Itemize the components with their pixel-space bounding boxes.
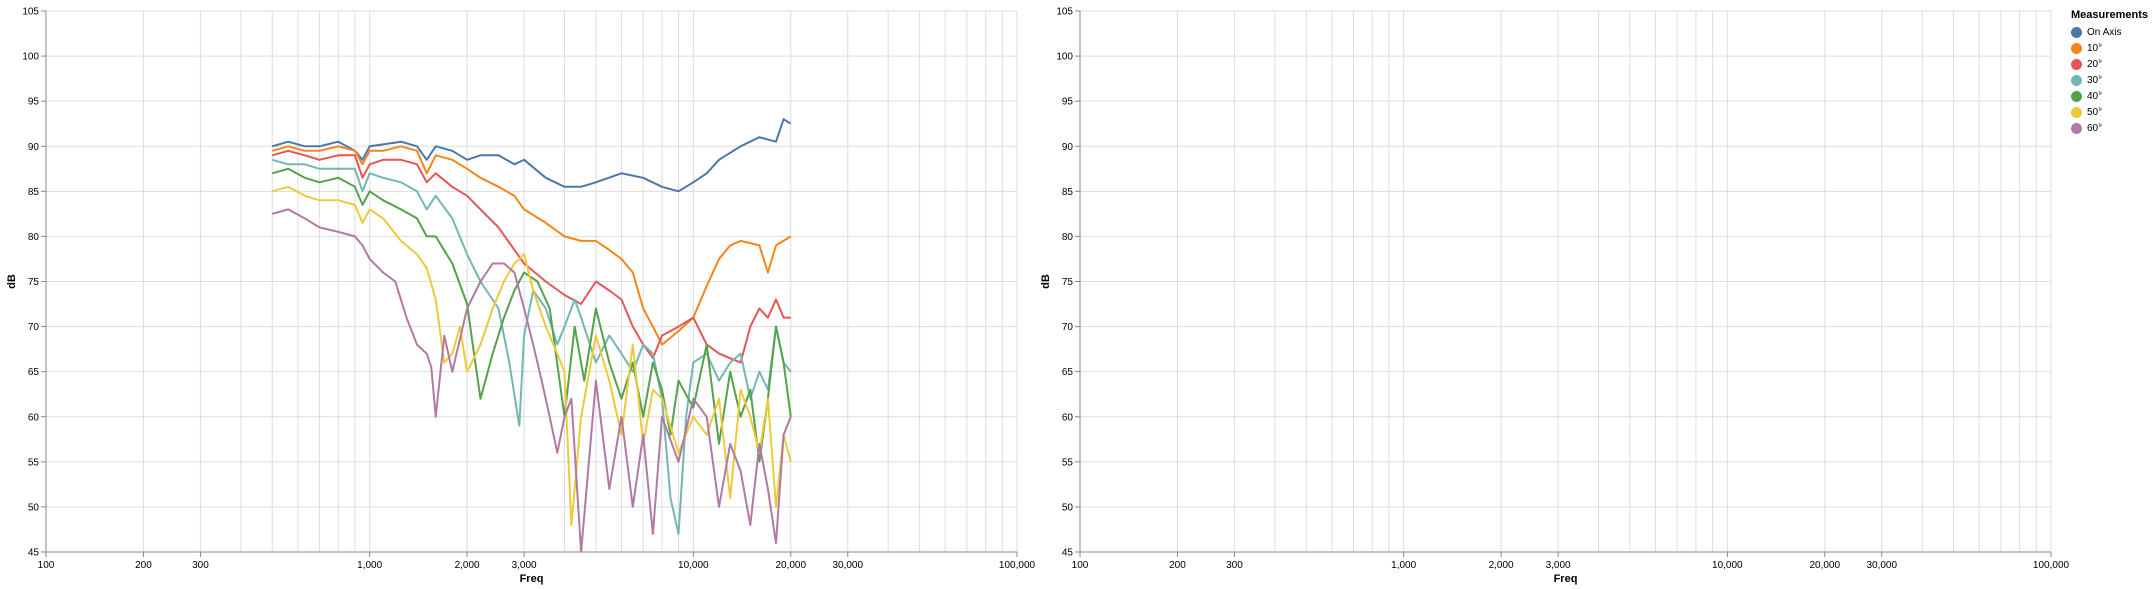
legend-swatch-icon bbox=[2071, 106, 2082, 118]
legend-item[interactable]: 40° bbox=[2071, 88, 2148, 104]
x-tick-label: 100 bbox=[1072, 560, 1089, 571]
x-tick-label: 30,000 bbox=[832, 560, 863, 571]
y-tick-label: 90 bbox=[28, 142, 40, 153]
y-tick-label: 95 bbox=[1062, 97, 1074, 108]
x-tick-label: 300 bbox=[192, 560, 209, 571]
y-tick-label: 75 bbox=[28, 277, 40, 288]
x-tick-label: 2,000 bbox=[455, 560, 480, 571]
y-tick-label: 100 bbox=[22, 52, 39, 63]
x-tick-label: 200 bbox=[135, 560, 152, 571]
x-tick-label: 20,000 bbox=[775, 560, 806, 571]
y-axis-title: dB bbox=[6, 274, 18, 289]
legend-items: On Axis 10° 20° 30° 40° 50° 60° bbox=[2071, 24, 2148, 136]
legend-title: Measurements bbox=[2071, 9, 2149, 21]
y-tick-label: 75 bbox=[1062, 277, 1074, 288]
y-tick-label: 65 bbox=[28, 367, 40, 378]
y-tick-label: 105 bbox=[22, 7, 39, 18]
x-tick-label: 20,000 bbox=[1809, 560, 1840, 571]
y-tick-label: 85 bbox=[28, 187, 40, 198]
legend-swatch-icon bbox=[2071, 58, 2082, 70]
legend-item-label: 20° bbox=[2087, 58, 2103, 70]
x-tick-label: 200 bbox=[1169, 560, 1186, 571]
x-axis-title: Freq bbox=[520, 573, 544, 585]
x-tick-label: 1,000 bbox=[1391, 560, 1416, 571]
y-tick-label: 100 bbox=[1056, 52, 1073, 63]
legend-item-label: 60° bbox=[2087, 122, 2103, 134]
x-tick-label: 100,000 bbox=[999, 560, 1036, 571]
y-tick-label: 45 bbox=[1062, 548, 1074, 559]
x-tick-label: 1,000 bbox=[357, 560, 382, 571]
y-tick-label: 50 bbox=[1062, 502, 1074, 513]
series-line-60deg bbox=[271, 208, 792, 552]
y-tick-label: 85 bbox=[1062, 187, 1074, 198]
series-line-30deg bbox=[271, 158, 792, 535]
series-line-50deg bbox=[271, 185, 792, 526]
legend-swatch-icon bbox=[2071, 90, 2082, 102]
series-line-on-axis bbox=[271, 118, 792, 193]
y-tick-label: 80 bbox=[28, 232, 40, 243]
y-tick-label: 70 bbox=[28, 322, 40, 333]
y-tick-label: 65 bbox=[1062, 367, 1074, 378]
legend-item[interactable]: 60° bbox=[2071, 120, 2148, 136]
y-tick-label: 60 bbox=[1062, 412, 1074, 423]
y-tick-label: 105 bbox=[1056, 7, 1073, 18]
x-tick-label: 2,000 bbox=[1489, 560, 1514, 571]
legend-swatch-icon bbox=[2071, 74, 2082, 86]
series-line-10deg bbox=[271, 145, 792, 346]
legend-item[interactable]: 50° bbox=[2071, 104, 2148, 120]
x-tick-label: 3,000 bbox=[512, 560, 537, 571]
chart-panel-1: 45 50 55 60 65 70 75 80 85 90 95 100 105 100 200 300 1,0… bbox=[6, 7, 1036, 586]
legend-item[interactable]: 30° bbox=[2071, 72, 2148, 88]
y-tick-label: 50 bbox=[28, 502, 40, 513]
legend-item[interactable]: On Axis bbox=[2071, 24, 2148, 40]
series-line-40deg bbox=[271, 167, 792, 463]
legend-item-label: 50° bbox=[2087, 106, 2103, 118]
x-tick-label: 10,000 bbox=[1712, 560, 1743, 571]
legend-swatch-icon bbox=[2071, 42, 2082, 54]
x-tick-label: 3,000 bbox=[1546, 560, 1571, 571]
x-tick-label: 30,000 bbox=[1866, 560, 1897, 571]
y-tick-label: 90 bbox=[1062, 142, 1074, 153]
x-tick-label: 10,000 bbox=[678, 560, 709, 571]
y-tick-label: 95 bbox=[28, 97, 40, 108]
chart-panel-2: 45 50 55 60 65 70 75 80 85 90 95 100 105 100 200 300 1,0… bbox=[1040, 7, 2070, 586]
legend-item-label: 40° bbox=[2087, 90, 2103, 102]
legend-item-label: On Axis bbox=[2087, 26, 2122, 38]
series-line-20deg bbox=[271, 149, 791, 364]
y-tick-label: 55 bbox=[1062, 457, 1074, 468]
x-tick-label: 300 bbox=[1226, 560, 1243, 571]
legend-swatch-icon bbox=[2071, 26, 2082, 38]
y-tick-label: 60 bbox=[28, 412, 40, 423]
x-tick-label: 100 bbox=[38, 560, 55, 571]
legend-item[interactable]: 10° bbox=[2071, 40, 2148, 56]
y-tick-label: 45 bbox=[28, 548, 40, 559]
y-tick-label: 80 bbox=[1062, 232, 1074, 243]
x-tick-label: 100,000 bbox=[2033, 560, 2070, 571]
y-axis-title: dB bbox=[1040, 274, 1052, 289]
legend-item-label: 30° bbox=[2087, 74, 2103, 86]
legend: Measurements On Axis 10° 20° 30° 40° 50° 60° bbox=[2071, 9, 2148, 136]
x-axis-title: Freq bbox=[1554, 573, 1578, 585]
legend-swatch-icon bbox=[2071, 122, 2082, 134]
y-tick-label: 70 bbox=[1062, 322, 1074, 333]
legend-item[interactable]: 20° bbox=[2071, 56, 2148, 72]
legend-item-label: 10° bbox=[2087, 42, 2103, 54]
y-tick-label: 55 bbox=[28, 457, 40, 468]
